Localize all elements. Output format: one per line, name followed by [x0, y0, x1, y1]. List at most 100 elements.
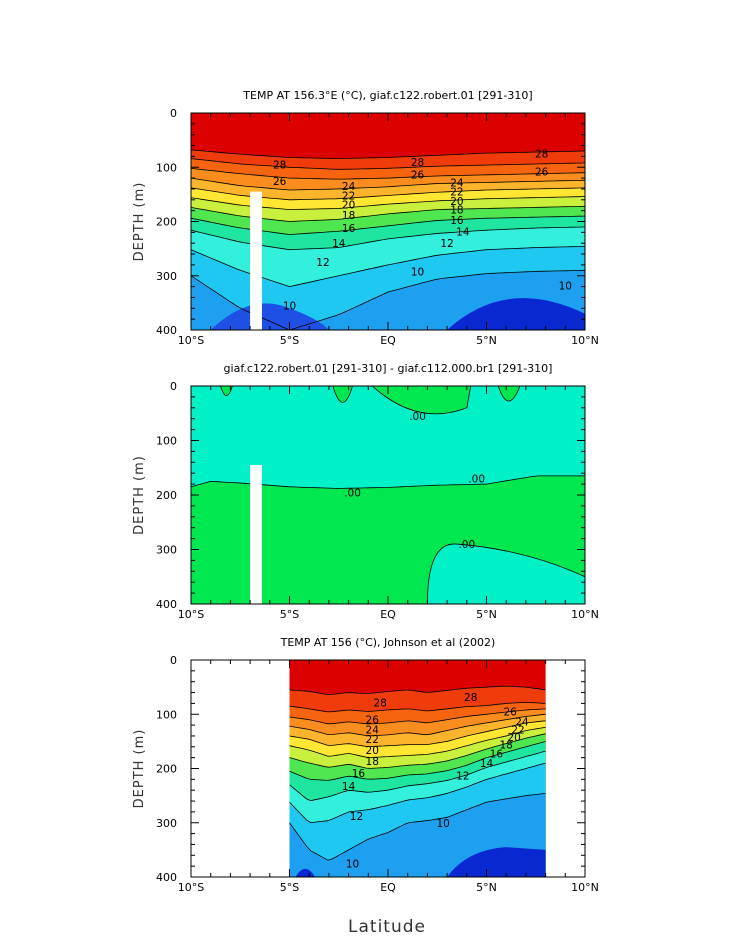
contour-label: 14	[456, 226, 470, 238]
contour-label: .00	[409, 411, 426, 423]
contour-label: 12	[316, 257, 329, 269]
contour-label: 12	[440, 238, 453, 250]
x-tick-label: 5°N	[476, 881, 497, 894]
contour-label: 10	[283, 301, 296, 313]
x-tick-label: 10°N	[571, 334, 599, 347]
contour-label: 22	[450, 187, 463, 199]
contour-label: 26	[411, 169, 425, 181]
y-tick-label: 200	[156, 763, 177, 776]
y-tick-label: 100	[156, 161, 177, 174]
contour-label: 18	[500, 740, 513, 752]
x-axis-label: Latitude	[348, 917, 426, 937]
y-tick-label: 100	[156, 435, 177, 448]
contour-label: 28	[411, 157, 424, 169]
contour-label: 24	[366, 724, 380, 736]
contour-label: 26	[535, 167, 549, 179]
contour-label: 10	[559, 281, 572, 293]
contour-label: 16	[450, 215, 464, 227]
panel-3: 28 28262422201816141210102624222018161412…	[132, 636, 599, 894]
contour-label: 20	[450, 196, 463, 208]
x-tick-label: EQ	[380, 881, 396, 894]
contour-line-16	[289, 733, 546, 769]
contour-label: 20	[507, 732, 520, 744]
contour-label: 26	[273, 176, 287, 188]
x-tick-label: EQ	[380, 608, 396, 621]
contour-label: 28	[273, 160, 286, 172]
x-tick-label: 10°S	[178, 334, 204, 347]
contour-label: 16	[342, 223, 356, 235]
missing-data-bar	[250, 191, 262, 330]
deep-pool-west	[210, 303, 329, 330]
x-tick-label: 5°S	[280, 608, 299, 621]
x-tick-label: EQ	[380, 334, 396, 347]
contour-label: 24	[450, 177, 464, 189]
contour-label: .00	[468, 474, 485, 486]
contour-line-10	[289, 762, 546, 824]
contour-label: 24	[342, 181, 356, 193]
contour-line-8	[289, 793, 546, 861]
contour-label: 26	[503, 707, 517, 719]
x-tick-label: 5°S	[280, 881, 299, 894]
contour-label: 16	[352, 768, 366, 780]
contour-label: 12	[350, 811, 363, 823]
contour-label: 10	[411, 266, 424, 278]
deep-pool-east	[447, 847, 546, 877]
y-tick-label: 0	[170, 107, 177, 120]
contour-label: 28	[373, 697, 386, 709]
x-tick-label: 10°N	[571, 881, 599, 894]
contour-line-18	[289, 726, 546, 758]
contour-line-26	[289, 701, 546, 713]
y-tick-label: 100	[156, 708, 177, 721]
y-tick-label: 300	[156, 270, 177, 283]
y-tick-label: 200	[156, 216, 177, 229]
contour-label: 12	[456, 771, 469, 783]
contour-line-22	[289, 713, 546, 737]
contour-label: .00	[344, 487, 361, 499]
plot-area: .00 .00 .00 .00	[191, 386, 585, 604]
y-axis-label: DEPTH (m)	[132, 182, 147, 262]
contour-label: 26	[366, 715, 380, 727]
contour-label: 18	[342, 210, 355, 222]
contour-line-20	[289, 720, 546, 748]
contour-label: 14	[480, 758, 494, 770]
panel-title: giaf.c122.robert.01 [291-310] - giaf.c11…	[224, 362, 553, 375]
contour-label: 22	[511, 724, 524, 736]
y-tick-label: 0	[170, 654, 177, 667]
deep-pool-east	[447, 298, 585, 330]
x-tick-label: 5°S	[280, 334, 299, 347]
x-tick-label: 5°N	[476, 608, 497, 621]
panel-title: TEMP AT 156.3°E (°C), giaf.c122.robert.0…	[242, 89, 532, 102]
contour-line-22	[191, 177, 585, 191]
contour-label: 28	[464, 692, 477, 704]
contour-label: 22	[366, 734, 379, 746]
contour-label: 20	[342, 200, 355, 212]
panel-2: .00 .00 .00 .00 10°S 5°S EQ 5°N 10°N 0 100 200 300 40…	[132, 362, 599, 621]
deep-pool-west	[295, 868, 316, 877]
contour-label: 28	[535, 149, 548, 161]
contour-line-24	[289, 708, 546, 725]
y-tick-label: 300	[156, 817, 177, 830]
contour-label: 16	[490, 748, 504, 760]
contour-line-24	[191, 167, 585, 180]
contour-label: .00	[458, 539, 475, 551]
contour-label: 10	[436, 818, 449, 830]
x-tick-label: 10°N	[571, 608, 599, 621]
y-tick-label: 400	[156, 324, 177, 337]
missing-data-bar	[250, 465, 262, 604]
y-axis-label: DEPTH (m)	[132, 729, 147, 809]
panel-1: 2826282628262422201816141224222018161412…	[132, 89, 599, 347]
y-tick-label: 0	[170, 380, 177, 393]
contour-label: 18	[366, 756, 379, 768]
plot-area: 2826282628262422201816141224222018161412…	[191, 113, 585, 330]
x-tick-label: 10°S	[178, 881, 204, 894]
contour-line-28	[289, 685, 546, 696]
contour-label: 14	[342, 781, 356, 793]
y-axis-label: DEPTH (m)	[132, 455, 147, 535]
contour-line-14	[289, 741, 546, 781]
contour-label: 24	[515, 716, 529, 728]
contour-label: 14	[332, 238, 346, 250]
contour-line-26	[191, 158, 585, 170]
contour-line-12	[289, 750, 546, 802]
y-tick-label: 400	[156, 871, 177, 884]
